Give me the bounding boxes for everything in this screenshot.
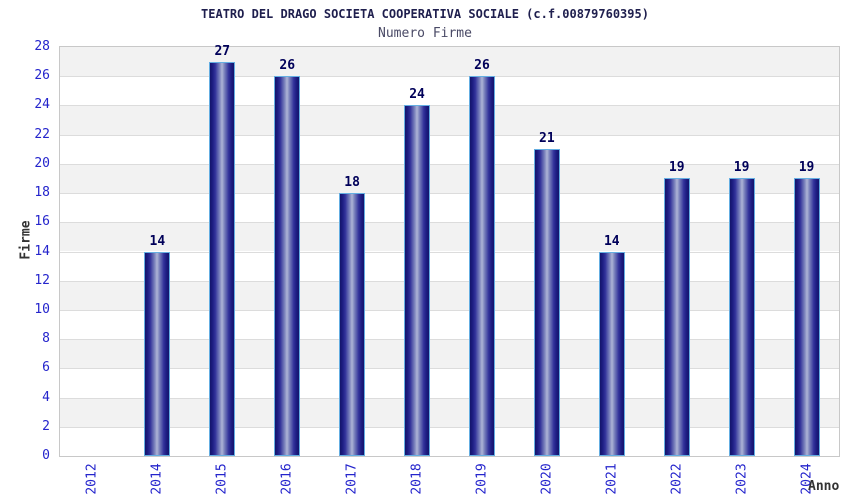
y-axis-tick-label: 8 <box>42 331 50 347</box>
y-axis-tick-label: 6 <box>42 360 50 376</box>
bar-2022 <box>663 178 690 456</box>
x-axis-tick-label: 2016 <box>279 463 295 495</box>
gridline <box>60 280 839 282</box>
x-axis-tick-label: 2022 <box>669 463 685 495</box>
y-axis-tick-label: 18 <box>34 185 50 201</box>
bar-2017 <box>339 193 366 456</box>
y-axis-tick-label: 28 <box>34 39 50 54</box>
grid-band <box>60 368 839 398</box>
gridline <box>60 251 839 253</box>
grid-band <box>60 76 839 106</box>
grid-band <box>60 309 839 340</box>
bar-2024 <box>793 178 820 456</box>
gridline <box>60 193 839 195</box>
grid-band <box>60 134 839 164</box>
chart-subtitle: Numero Firme <box>378 26 472 41</box>
y-axis-tick-label: 14 <box>34 243 50 259</box>
x-axis-title: Anno <box>808 479 840 494</box>
bar-2016 <box>274 76 301 456</box>
bar-value-label: 21 <box>539 131 555 147</box>
bar-2018 <box>404 105 431 456</box>
gridline <box>60 309 839 311</box>
grid-band <box>60 339 839 369</box>
bar-value-label: 18 <box>344 175 360 191</box>
y-axis-tick-label: 2 <box>42 418 50 434</box>
bar-2014 <box>144 251 171 456</box>
grid-band <box>60 222 839 252</box>
plot-area: 14 27 26 18 24 26 21 14 19 19 19 <box>59 43 840 457</box>
y-axis-tick-label: 22 <box>34 126 50 142</box>
bar-value-label: 19 <box>798 160 815 176</box>
gridline <box>60 76 839 78</box>
chart-title: TEATRO DEL DRAGO SOCIETA COOPERATIVA SOC… <box>201 7 649 21</box>
y-axis-tick-label: 24 <box>34 97 50 113</box>
bar-2021 <box>598 251 625 456</box>
gridline <box>60 397 839 399</box>
y-axis-tick-label: 4 <box>42 389 50 405</box>
x-axis-tick-label: 2023 <box>734 463 750 495</box>
bar-value-label: 14 <box>149 233 166 249</box>
gridline <box>60 163 839 165</box>
bar-value-label: 19 <box>668 160 685 176</box>
x-axis-tick-label: 2014 <box>149 463 165 495</box>
x-axis-tick-label: 2019 <box>474 463 490 495</box>
bar-2019 <box>468 76 495 456</box>
grid-band <box>60 163 839 194</box>
grid-band <box>60 193 839 223</box>
grid-band <box>60 426 839 456</box>
y-axis-tick-label: 10 <box>34 301 50 317</box>
bar-2020 <box>533 149 560 456</box>
y-axis-tick-label: 12 <box>34 272 50 288</box>
bar-value-label: 19 <box>733 160 750 176</box>
y-axis-tick-label: 26 <box>34 68 50 84</box>
y-axis-tick-label: 0 <box>42 448 50 463</box>
x-axis-tick-label: 2020 <box>539 463 555 495</box>
x-axis-tick-label: 2021 <box>604 463 620 495</box>
bar-2023 <box>728 178 755 456</box>
bar-2015 <box>209 61 236 456</box>
y-axis-title: Firme <box>18 219 34 260</box>
bar-value-label: 26 <box>474 58 490 74</box>
x-axis-tick-label: 2018 <box>409 463 425 495</box>
grid-band <box>60 280 839 310</box>
grid-band <box>60 397 839 427</box>
y-axis-tick-label: 16 <box>34 214 50 230</box>
bar-value-label: 14 <box>603 233 620 249</box>
gridline <box>60 222 839 224</box>
gridline <box>60 339 839 341</box>
gridline <box>60 134 839 136</box>
gridline <box>60 105 839 107</box>
gridline <box>60 426 839 428</box>
grid-band <box>60 251 839 281</box>
x-axis-tick-label: 2015 <box>214 463 230 495</box>
bar-value-label: 26 <box>279 58 296 74</box>
bar-value-label: 27 <box>214 43 231 59</box>
grid-band <box>60 47 839 77</box>
bar-value-label: 24 <box>409 87 425 103</box>
x-axis-tick-label: 2012 <box>84 463 100 495</box>
x-axis-tick-label: 2017 <box>344 463 360 495</box>
y-axis-tick-label: 20 <box>34 155 50 171</box>
gridline <box>60 368 839 370</box>
grid-band <box>60 105 839 135</box>
